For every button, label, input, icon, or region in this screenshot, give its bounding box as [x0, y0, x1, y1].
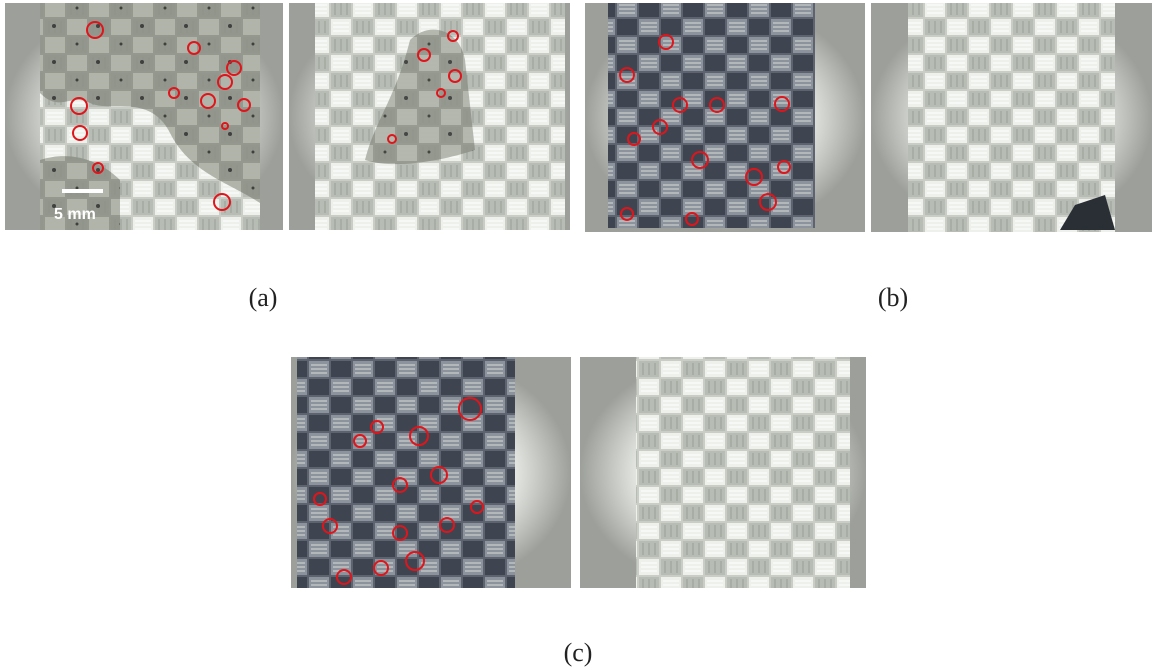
photo — [580, 357, 866, 588]
panel-label: (a) — [249, 283, 278, 312]
scale-label: 5 mm — [54, 206, 96, 223]
photo — [289, 3, 570, 230]
photo — [5, 3, 283, 230]
page: 5 mm (a) (b) (c) (() => { const data = J… — [0, 0, 1156, 670]
figure: 5 mm (a) (b) (c) — [0, 0, 1156, 670]
photo — [871, 3, 1152, 232]
panel-label: (c) — [564, 638, 593, 667]
panel-label: (b) — [878, 283, 908, 312]
photo — [585, 3, 865, 232]
